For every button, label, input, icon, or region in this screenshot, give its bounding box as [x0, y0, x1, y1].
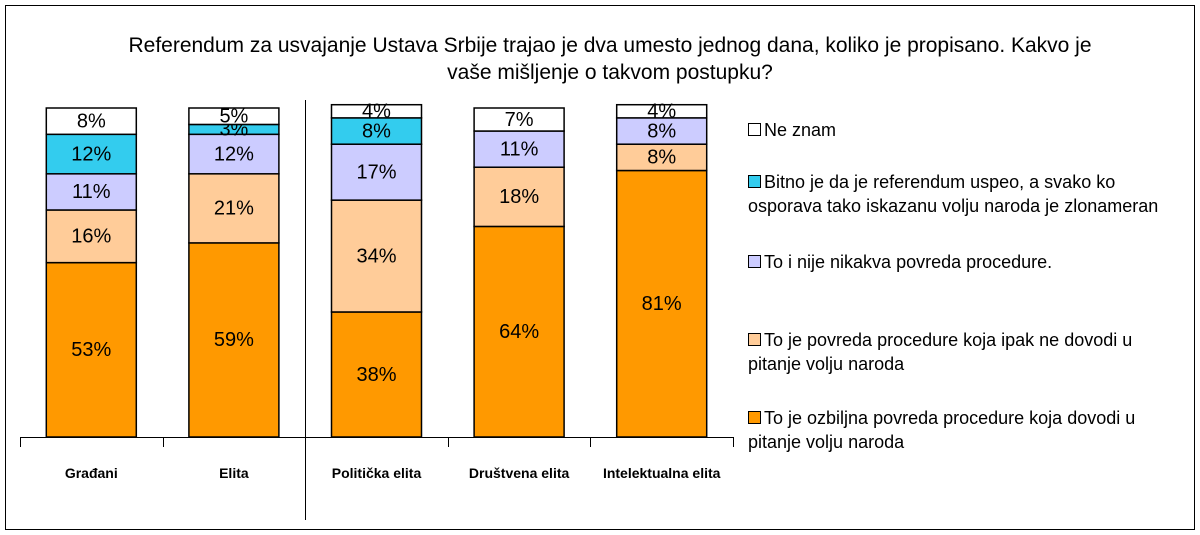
legend-swatch: [748, 411, 761, 424]
bar-segment: [188, 107, 280, 126]
bar-segment: [330, 103, 423, 119]
data-label: 12%: [214, 143, 254, 165]
bar-segment: [330, 143, 423, 201]
x-tick-label: Elita: [219, 465, 249, 481]
bar-segment: [330, 117, 423, 145]
bar-segment: [45, 261, 138, 438]
bar-segment: [45, 133, 138, 175]
legend-swatch: [748, 123, 761, 136]
legend-label: To je povreda procedure koja ipak ne dov…: [748, 330, 1133, 374]
legend-swatch: [748, 175, 761, 188]
bar-segment: [615, 169, 708, 438]
legend-label: To i nije nikakva povreda procedure.: [764, 252, 1053, 272]
bar-segment: [473, 166, 565, 228]
x-tick-label: Društvena elita: [468, 465, 570, 481]
data-label: 5%: [219, 106, 248, 128]
data-label: 17%: [356, 161, 396, 183]
legend-item: To je povreda procedure koja ipak ne dov…: [748, 328, 1178, 376]
legend-item: Bitno je da je referendum uspeo, a svako…: [748, 170, 1178, 218]
bar-segment: [45, 173, 138, 211]
bar-segment: [615, 143, 708, 172]
data-label: 21%: [214, 198, 254, 220]
chart-border: [5, 5, 1195, 530]
bar-segment: [473, 225, 565, 438]
bar-segment: [330, 199, 423, 313]
legend-swatch: [748, 255, 761, 268]
x-tick-label: Politička elita: [331, 465, 422, 481]
legend-item: To je ozbiljna povreda procedure koja do…: [748, 406, 1178, 454]
x-tick-label: Intelektualna elita: [602, 465, 721, 481]
legend-swatch: [748, 333, 761, 346]
data-label: 16%: [71, 226, 111, 248]
data-label: 4%: [647, 101, 676, 123]
data-label: 18%: [499, 186, 539, 208]
legend-label: Bitno je da je referendum uspeo, a svako…: [748, 172, 1159, 216]
data-label: 59%: [214, 329, 254, 351]
data-label: 81%: [642, 293, 682, 315]
data-label: 53%: [71, 339, 111, 361]
chart-title: Referendum za usvajanje Ustava Srbije tr…: [128, 34, 1092, 84]
data-label: 11%: [500, 138, 539, 160]
legend-item: To i nije nikakva povreda procedure.: [748, 250, 1178, 274]
bar-segment: [330, 311, 423, 438]
bar-segment: [188, 133, 280, 175]
legend-label: Ne znam: [764, 120, 837, 140]
data-label: 12%: [71, 143, 111, 165]
bar-segment: [45, 209, 138, 264]
data-label: 38%: [356, 364, 396, 386]
data-label: 8%: [77, 110, 106, 132]
bar-segment: [473, 107, 565, 132]
bar-segment: [473, 130, 565, 168]
bar-segment: [615, 103, 708, 119]
data-label: 34%: [356, 245, 396, 267]
data-label: 11%: [72, 181, 111, 203]
data-label: 8%: [647, 147, 676, 169]
data-label: 8%: [647, 120, 676, 142]
legend-label: To je ozbiljna povreda procedure koja do…: [748, 408, 1136, 452]
data-label: 7%: [505, 109, 534, 131]
bar-segment: [188, 173, 280, 244]
data-label: 64%: [499, 321, 539, 343]
legend-item: Ne znam: [748, 118, 1178, 142]
bar-segment: [45, 107, 138, 136]
data-label: 8%: [362, 120, 391, 142]
data-label: 4%: [362, 101, 391, 123]
bar-segment: [188, 242, 280, 438]
x-tick-label: Građani: [64, 465, 118, 481]
